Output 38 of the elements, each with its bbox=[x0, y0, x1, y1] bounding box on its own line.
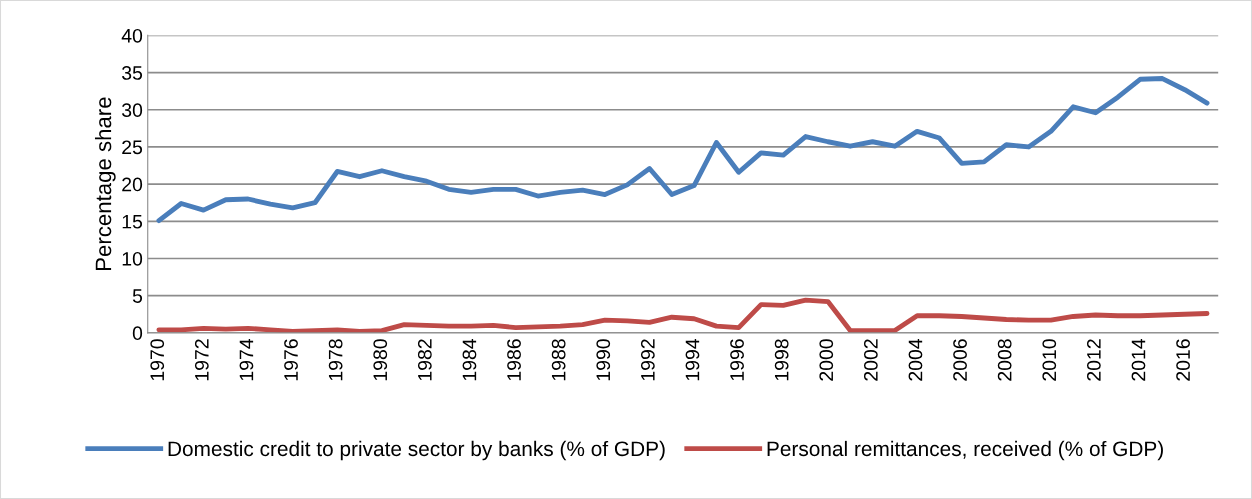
x-tick-label: 1970 bbox=[150, 339, 165, 381]
x-tick-label: 1994 bbox=[685, 338, 700, 381]
x-tick-label: 1998 bbox=[774, 339, 789, 381]
x-tick-label: 2014 bbox=[1131, 338, 1146, 381]
y-tick-label: 35 bbox=[121, 66, 143, 80]
x-tick-label: 1992 bbox=[640, 339, 655, 381]
legend-label: Domestic credit to private sector by banks (% of GDP) bbox=[168, 440, 665, 461]
x-tick-label: 1996 bbox=[730, 339, 744, 381]
y-tick-label: 15 bbox=[122, 214, 143, 229]
x-tick-label: 2012 bbox=[1086, 339, 1101, 381]
y-tick-label: 30 bbox=[121, 103, 143, 118]
y-axis-title: Percentage share bbox=[94, 97, 116, 271]
y-tick-label: 20 bbox=[122, 177, 143, 192]
x-tick-label: 1976 bbox=[284, 339, 298, 381]
x-tick-label: 2002 bbox=[863, 339, 878, 381]
legend-label: Personal remittances, received (% of GDP) bbox=[767, 440, 1163, 461]
y-tick-label: 10 bbox=[122, 251, 143, 266]
x-tick-label: 2016 bbox=[1176, 339, 1190, 381]
x-tick-label: 1988 bbox=[551, 339, 566, 381]
x-tick-label: 2010 bbox=[1042, 339, 1057, 381]
x-tick-label: 2008 bbox=[997, 339, 1012, 381]
y-tick-label: 0 bbox=[132, 326, 143, 341]
x-tick-label: 1982 bbox=[417, 339, 432, 381]
x-tick-label: 1990 bbox=[596, 339, 611, 381]
line-series bbox=[156, 76, 1210, 223]
x-tick-label: 1978 bbox=[328, 339, 343, 381]
x-tick-label: 1986 bbox=[507, 339, 521, 381]
x-tick-label: 2006 bbox=[953, 339, 967, 381]
x-tick-label: 1980 bbox=[373, 339, 388, 381]
x-tick-label: 2000 bbox=[819, 339, 834, 381]
y-tick-label: 40 bbox=[121, 28, 143, 43]
x-tick-label: 1974 bbox=[239, 338, 254, 381]
line-series bbox=[156, 297, 1210, 333]
y-tick-label: 25 bbox=[122, 140, 143, 155]
x-tick-label: 2004 bbox=[908, 338, 923, 381]
y-tick-label: 5 bbox=[132, 289, 143, 303]
x-tick-label: 1984 bbox=[462, 338, 477, 381]
x-tick-label: 1972 bbox=[194, 339, 209, 381]
